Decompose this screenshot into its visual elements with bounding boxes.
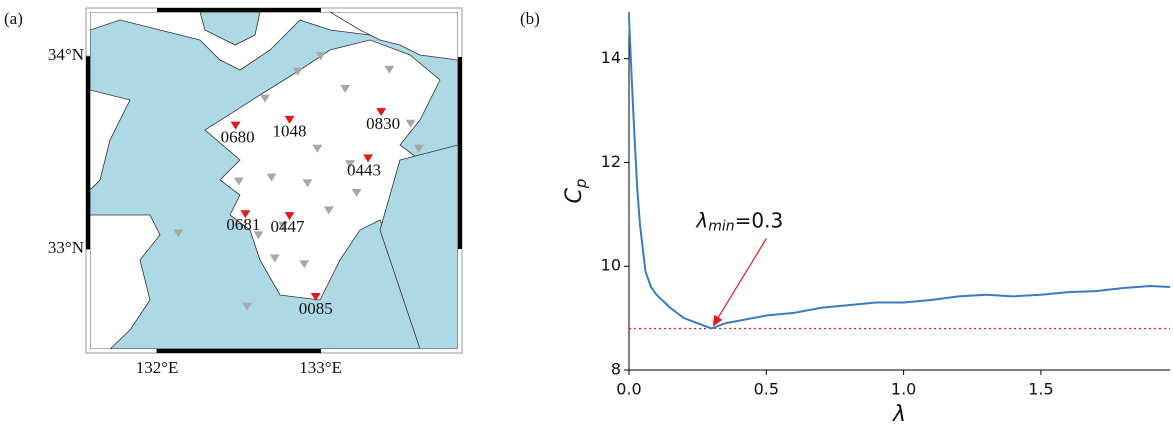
station-label: 0681 bbox=[226, 215, 260, 234]
axes bbox=[628, 12, 1170, 371]
station-marker bbox=[351, 189, 362, 198]
station-marker bbox=[405, 119, 416, 128]
station-marker bbox=[363, 154, 374, 163]
station-marker bbox=[266, 173, 277, 182]
station-marker bbox=[242, 302, 253, 311]
y-axis-label: Cp bbox=[562, 179, 590, 204]
station-label: 0447 bbox=[271, 217, 306, 236]
station-label: 0830 bbox=[366, 114, 400, 133]
annotation-text: =0.3 bbox=[735, 208, 784, 232]
station-marker bbox=[292, 67, 303, 76]
map-base bbox=[90, 12, 458, 349]
y-tick-label: 14 bbox=[601, 48, 621, 67]
y-axis-label-subscript: p bbox=[572, 179, 590, 190]
y-axis-label-main: C bbox=[562, 187, 587, 203]
station-label: 0443 bbox=[347, 160, 381, 179]
station-marker bbox=[302, 179, 313, 188]
station-marker bbox=[230, 121, 241, 130]
panel-label: (a) bbox=[4, 9, 23, 28]
y-tick-label: 8 bbox=[611, 360, 621, 379]
station-marker bbox=[376, 108, 387, 117]
panel-label: (b) bbox=[520, 9, 540, 28]
station-marker bbox=[312, 144, 323, 153]
station-marker bbox=[299, 260, 310, 269]
x-axis-label: λ bbox=[892, 402, 906, 427]
y-tick-label: 12 bbox=[601, 152, 621, 171]
x-tick-label: 133°E bbox=[299, 358, 342, 377]
station-marker bbox=[277, 221, 288, 230]
station-marker bbox=[310, 293, 321, 302]
station-marker bbox=[233, 177, 244, 186]
annotation-symbol: λ bbox=[695, 208, 708, 232]
x-tick-label: 1.5 bbox=[1028, 380, 1053, 399]
station-marker bbox=[284, 212, 295, 221]
annotation-arrow bbox=[712, 238, 767, 327]
station-label: 0085 bbox=[299, 299, 333, 318]
station-marker bbox=[413, 144, 424, 153]
map-frame bbox=[85, 7, 463, 354]
y-tick-label: 33°N bbox=[48, 238, 84, 257]
station-marker bbox=[253, 231, 264, 240]
x-tick-label: 132°E bbox=[136, 358, 179, 377]
y-tick-label: 34°N bbox=[48, 45, 84, 64]
series-line bbox=[628, 17, 1171, 330]
station-marker bbox=[323, 206, 334, 215]
annotation-subscript: min bbox=[708, 218, 734, 234]
annotation: λmin=0.3 bbox=[695, 208, 783, 235]
station-marker bbox=[284, 115, 295, 124]
station-marker bbox=[269, 254, 280, 263]
station-label: 0680 bbox=[221, 128, 255, 147]
station-marker bbox=[260, 94, 271, 103]
station-marker bbox=[240, 210, 251, 219]
y-tick-label: 10 bbox=[601, 256, 621, 275]
station-marker bbox=[340, 85, 351, 94]
station-marker bbox=[173, 229, 184, 238]
x-tick-label: 0.5 bbox=[754, 380, 779, 399]
station-label: 1048 bbox=[273, 122, 307, 141]
station-marker bbox=[345, 160, 356, 169]
x-tick-label: 1.0 bbox=[891, 380, 916, 399]
x-tick-label: 0.0 bbox=[616, 380, 641, 399]
station-marker bbox=[315, 52, 326, 61]
station-marker bbox=[384, 65, 395, 74]
